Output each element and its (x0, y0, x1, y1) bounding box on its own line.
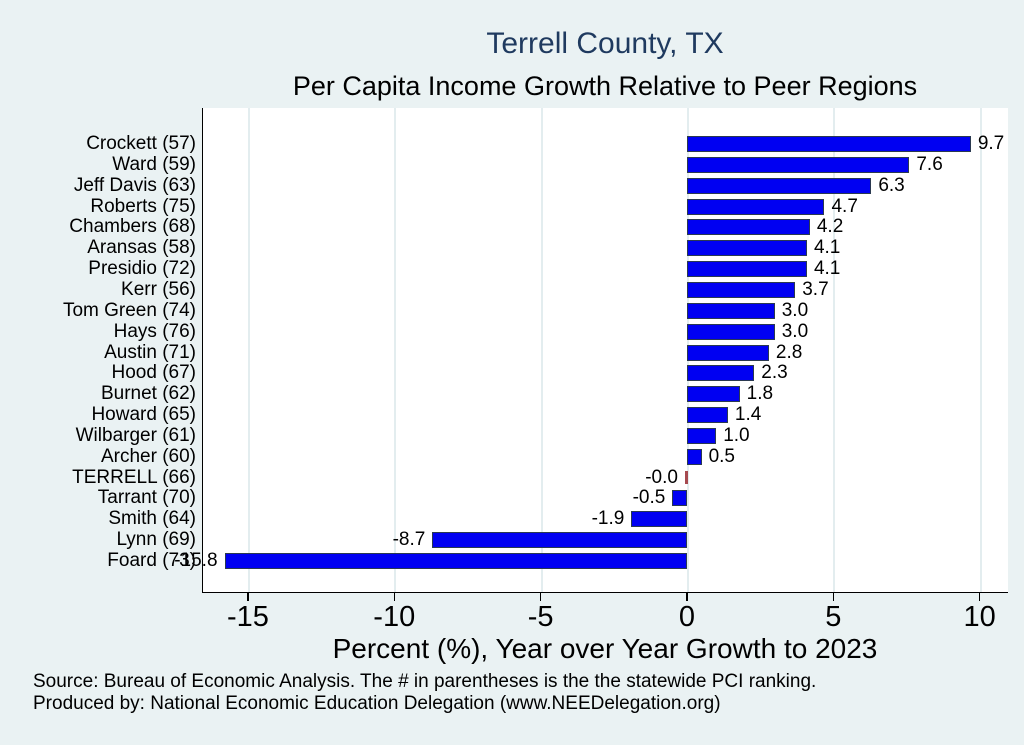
bar (224, 553, 687, 569)
bar-value-label: 3.7 (802, 278, 829, 300)
bar-value-label: 9.7 (977, 133, 1005, 154)
bar-value-label: -1.9 (591, 508, 625, 530)
bar (686, 427, 717, 444)
y-axis-label: Kerr (56) (121, 278, 196, 300)
x-axis-tick (832, 593, 835, 601)
x-axis-tick (978, 593, 981, 601)
bar-value-label: 6.3 (878, 174, 905, 196)
y-axis-label: Aransas (58) (87, 237, 196, 259)
gridline (247, 108, 250, 592)
plot-area (202, 108, 1008, 593)
bar-value-label: -15.8 (174, 550, 218, 571)
source-note: Source: Bureau of Economic Analysis. The… (33, 671, 817, 692)
bar-value-label: 0.5 (708, 445, 735, 467)
bar-value-label: 1.8 (746, 383, 774, 405)
chart-title: Terrell County, TX (486, 27, 724, 60)
x-tick-label: -10 (373, 601, 416, 633)
bar-value-label: 3.0 (781, 320, 809, 342)
y-axis-label: Chambers (68) (69, 216, 196, 238)
bar (686, 177, 872, 194)
bar-value-label: -0.5 (632, 487, 666, 509)
bar (686, 448, 702, 465)
y-axis-label: Howard (65) (91, 404, 196, 426)
bar-value-label: 4.1 (813, 258, 841, 280)
x-tick-label: -5 (527, 601, 554, 633)
y-axis-label: Austin (71) (104, 341, 196, 363)
bar-value-label: 4.7 (831, 195, 858, 217)
y-axis-label: Jeff Davis (63) (73, 174, 196, 196)
bar (686, 302, 775, 319)
x-axis-tick (393, 593, 396, 601)
chart-subtitle: Per Capita Income Growth Relative to Pee… (292, 71, 918, 101)
y-axis-label: Burnet (62) (100, 383, 196, 405)
y-axis-label: Smith (64) (108, 508, 196, 530)
bar-value-label: 3.0 (781, 299, 809, 321)
x-axis-tick (247, 593, 249, 601)
bar (686, 365, 755, 382)
gridline (979, 108, 982, 592)
bar-value-label: 4.1 (813, 237, 841, 259)
bar (686, 407, 728, 424)
y-axis-label: Wilbarger (61) (75, 424, 196, 446)
x-tick-label: 5 (825, 601, 842, 633)
y-axis-label: Crockett (57) (86, 133, 196, 154)
bar (432, 532, 687, 549)
x-tick-label: 0 (678, 601, 696, 633)
bar (686, 219, 810, 236)
gridline (833, 108, 836, 592)
x-tick-label: 10 (963, 601, 996, 633)
bar (686, 344, 769, 361)
x-axis-title: Percent (%), Year over Year Growth to 20… (332, 633, 878, 664)
bar-value-label: 1.0 (723, 424, 750, 446)
y-axis-label: Hood (67) (111, 362, 197, 384)
y-axis-label: Roberts (75) (90, 195, 196, 217)
bar (686, 198, 825, 215)
y-axis-label: Lynn (69) (116, 529, 196, 551)
bar-value-label: 4.2 (816, 216, 844, 238)
gridline (394, 108, 397, 592)
y-axis-label: Tom Green (74) (62, 299, 196, 321)
x-axis-tick (539, 593, 542, 601)
y-axis-label: Ward (59) (112, 153, 196, 175)
bar-value-label: 2.3 (761, 362, 788, 384)
terrell-highlight-marker (685, 471, 689, 485)
bar-value-label: 1.4 (734, 404, 762, 426)
bar (686, 386, 740, 403)
bar (686, 240, 807, 257)
bar (686, 281, 796, 298)
x-axis-tick (686, 593, 688, 601)
bar (672, 490, 687, 507)
y-axis-label: Presidio (72) (88, 258, 196, 280)
y-axis-label: TERRELL (66) (72, 466, 196, 488)
bar-value-label: -8.7 (392, 529, 426, 551)
bar (686, 136, 971, 152)
bar (631, 511, 687, 528)
y-axis-label: Tarrant (70) (97, 487, 196, 509)
bar-value-label: 2.8 (775, 341, 803, 363)
y-axis-label: Archer (60) (100, 445, 196, 467)
producer-note: Produced by: National Economic Education… (33, 693, 721, 714)
bar (686, 156, 910, 173)
bar-value-label: 7.6 (916, 153, 943, 175)
gridline (540, 108, 543, 592)
x-tick-label: -15 (226, 601, 269, 633)
bar (686, 261, 807, 278)
y-axis-label: Foard (73) (107, 550, 196, 571)
y-axis-label: Hays (76) (113, 320, 196, 342)
bar (686, 323, 775, 340)
bar-value-label: -0.0 (645, 466, 678, 488)
